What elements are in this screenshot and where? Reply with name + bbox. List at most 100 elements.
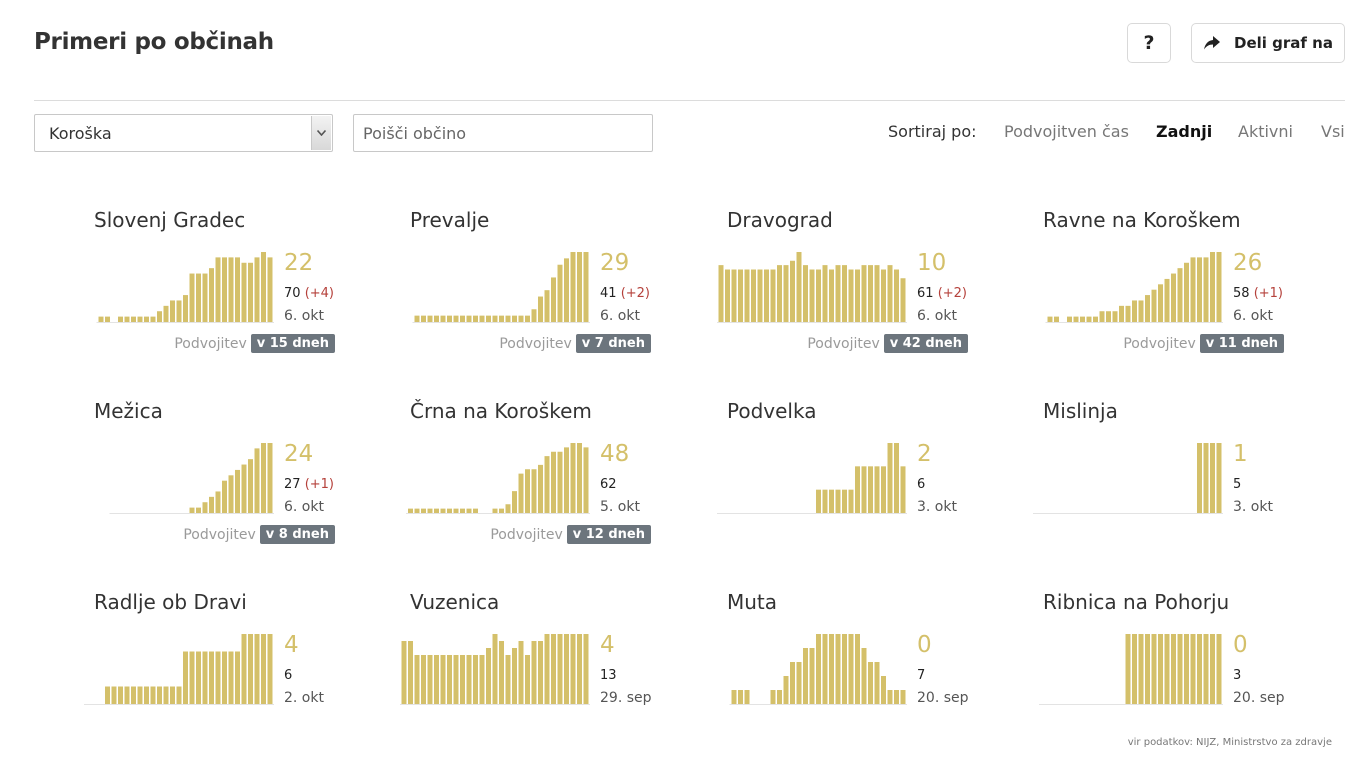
chart-bar <box>254 257 260 322</box>
municipality-name: Prevalje <box>410 208 490 232</box>
municipality-card[interactable]: Prevalje 29 41 (+2) 6. okt Podvojitev v 7 dne… <box>410 208 710 378</box>
chart-bar <box>538 464 543 513</box>
municipality-card[interactable]: Muta 0 7 20. sep <box>727 590 1027 760</box>
total-cases-value: 41 <box>600 286 617 301</box>
total-cases: 5 <box>1233 477 1241 492</box>
chart-bar <box>822 265 828 322</box>
chart-bar <box>131 686 136 704</box>
chart-bar <box>900 278 906 322</box>
chart-bar <box>414 315 420 322</box>
chart-bar <box>551 277 556 322</box>
chart-bar <box>731 269 737 322</box>
chart-bar <box>1197 257 1202 322</box>
municipality-card[interactable]: Ribnica na Pohorju 0 3 20. sep <box>1039 590 1343 760</box>
doubling-time: Podvojitev v 8 dneh <box>183 525 335 544</box>
chart-bar <box>1184 634 1189 704</box>
chart-bar <box>196 273 201 322</box>
chart-bar <box>479 315 485 322</box>
chart-bar <box>447 508 452 513</box>
region-select-value: Koroška <box>49 123 112 143</box>
municipality-card[interactable]: Podvelka 2 6 3. okt <box>717 399 1027 569</box>
chart-bar <box>421 315 426 322</box>
sparkline-chart <box>400 634 590 705</box>
chart-bar <box>816 269 821 322</box>
chart-bar <box>1190 257 1196 322</box>
chart-bar <box>564 447 569 513</box>
chart-bar <box>248 634 253 704</box>
sort-label: Sortiraj po: <box>888 122 977 141</box>
chart-bar <box>1210 634 1215 704</box>
chart-bar <box>1054 316 1059 322</box>
doubling-time: Podvojitev v 12 dneh <box>490 525 651 544</box>
chart-bar <box>453 315 459 322</box>
help-button[interactable]: ? <box>1127 23 1171 63</box>
chart-bar <box>235 257 240 322</box>
chart-bar <box>757 269 763 322</box>
municipality-card[interactable]: Črna na Koroškem 48 62 5. okt Podvojitev v 12… <box>406 399 710 569</box>
chart-bar <box>518 641 524 704</box>
chart-bar <box>887 690 893 704</box>
chart-bar <box>1093 316 1098 322</box>
doubling-time: Podvojitev v 11 dneh <box>1123 334 1284 353</box>
chart-bar <box>744 690 750 704</box>
chart-bar <box>267 257 273 322</box>
chart-bar <box>505 315 511 322</box>
municipality-card[interactable]: Mislinja 1 5 3. okt <box>1033 399 1343 569</box>
chart-bar <box>1177 268 1183 322</box>
chart-bar <box>1086 316 1092 322</box>
sort-option-all[interactable]: Vsi <box>1321 122 1345 141</box>
municipality-card[interactable]: Radlje ob Dravi 4 6 2. okt <box>84 590 394 760</box>
sort-option-active[interactable]: Aktivni <box>1238 122 1293 141</box>
chart-bar <box>460 315 465 322</box>
municipality-name: Podvelka <box>727 399 817 423</box>
chart-bar <box>131 316 136 322</box>
municipality-name: Dravograd <box>727 208 833 232</box>
region-select[interactable]: Koroška <box>34 114 333 152</box>
municipality-card[interactable]: Mežica 24 27 (+1) 6. okt Podvojitev v 8 dneh <box>94 399 394 569</box>
chart-bar <box>868 466 873 513</box>
chart-bar <box>564 634 569 704</box>
chart-bar <box>855 634 860 704</box>
municipality-card[interactable]: Vuzenica 4 13 29. sep <box>400 590 710 760</box>
chart-bar <box>861 265 867 322</box>
chart-bar <box>835 489 841 513</box>
sort-option-latest[interactable]: Zadnji <box>1156 122 1213 142</box>
municipality-card[interactable]: Slovenj Gradec 22 70 (+4) 6. okt Podvojitev v… <box>94 208 394 378</box>
chart-bar <box>196 507 201 513</box>
total-cases-value: 58 <box>1233 286 1250 301</box>
chart-bar <box>570 634 576 704</box>
doubling-badge: v 11 dneh <box>1199 334 1284 353</box>
chart-bar <box>1197 443 1202 513</box>
chart-bar <box>557 451 563 513</box>
total-cases: 6 <box>284 668 292 683</box>
chart-bar <box>1197 634 1202 704</box>
chart-bar <box>1151 634 1157 704</box>
share-button[interactable]: Deli graf na <box>1191 23 1345 63</box>
chart-bar <box>881 466 886 513</box>
chart-bar <box>1216 443 1222 513</box>
doubling-badge: v 8 dneh <box>259 525 335 544</box>
chart-bar <box>1171 273 1176 322</box>
chart-bar <box>137 316 143 322</box>
sort-option-doubling[interactable]: Podvojitven čas <box>1004 122 1129 141</box>
municipality-card[interactable]: Ravne na Koroškem 26 58 (+1) 6. okt Podvojit… <box>1043 208 1343 378</box>
chart-bar <box>842 265 847 322</box>
chart-bar <box>440 655 446 704</box>
total-cases-value: 6 <box>917 477 926 492</box>
chart-bar <box>440 315 446 322</box>
chart-bar <box>764 269 769 322</box>
municipality-card[interactable]: Dravograd 10 61 (+2) 6. okt Podvojitev v 42 d… <box>717 208 1027 378</box>
chart-bar <box>512 648 517 704</box>
chart-bar <box>124 316 130 322</box>
doubling-label: Podvojitev <box>499 335 572 352</box>
chart-bar <box>235 469 240 513</box>
chart-bar <box>254 634 260 704</box>
doubling-time: Podvojitev v 15 dneh <box>174 334 335 353</box>
chart-bar <box>170 686 175 704</box>
sparkline-chart <box>1033 443 1223 514</box>
chart-bar <box>466 508 472 513</box>
sparkline-chart <box>729 634 907 705</box>
municipality-search-input[interactable] <box>353 114 653 152</box>
chart-bar <box>525 469 530 513</box>
chart-bar <box>855 269 860 322</box>
